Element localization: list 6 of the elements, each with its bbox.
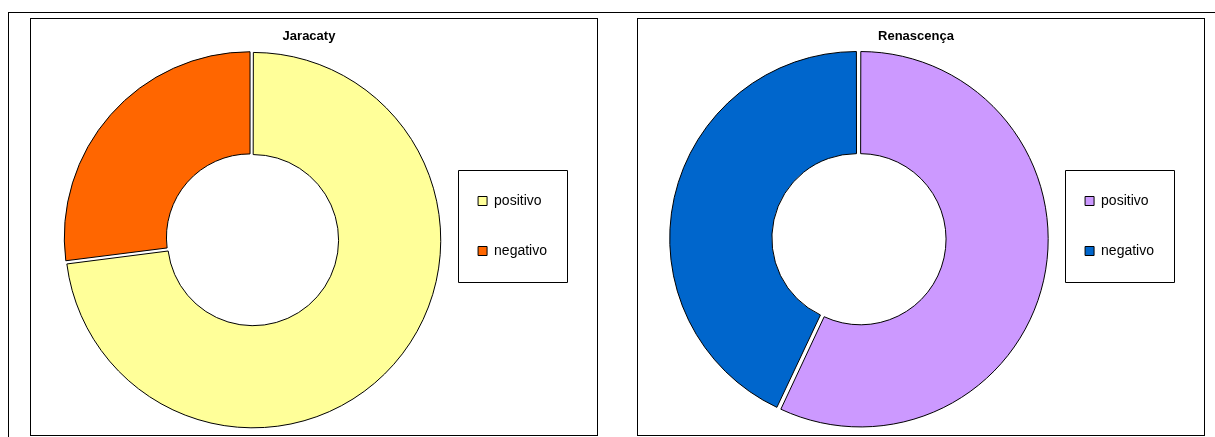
- chart-title: Renascença: [878, 28, 955, 44]
- legend-label: positivo: [1101, 191, 1149, 208]
- legend-label: negativo: [1101, 241, 1155, 258]
- legend-label: positivo: [494, 191, 542, 208]
- legend-label: negativo: [494, 241, 548, 258]
- chart-title: Jaracaty: [282, 28, 337, 44]
